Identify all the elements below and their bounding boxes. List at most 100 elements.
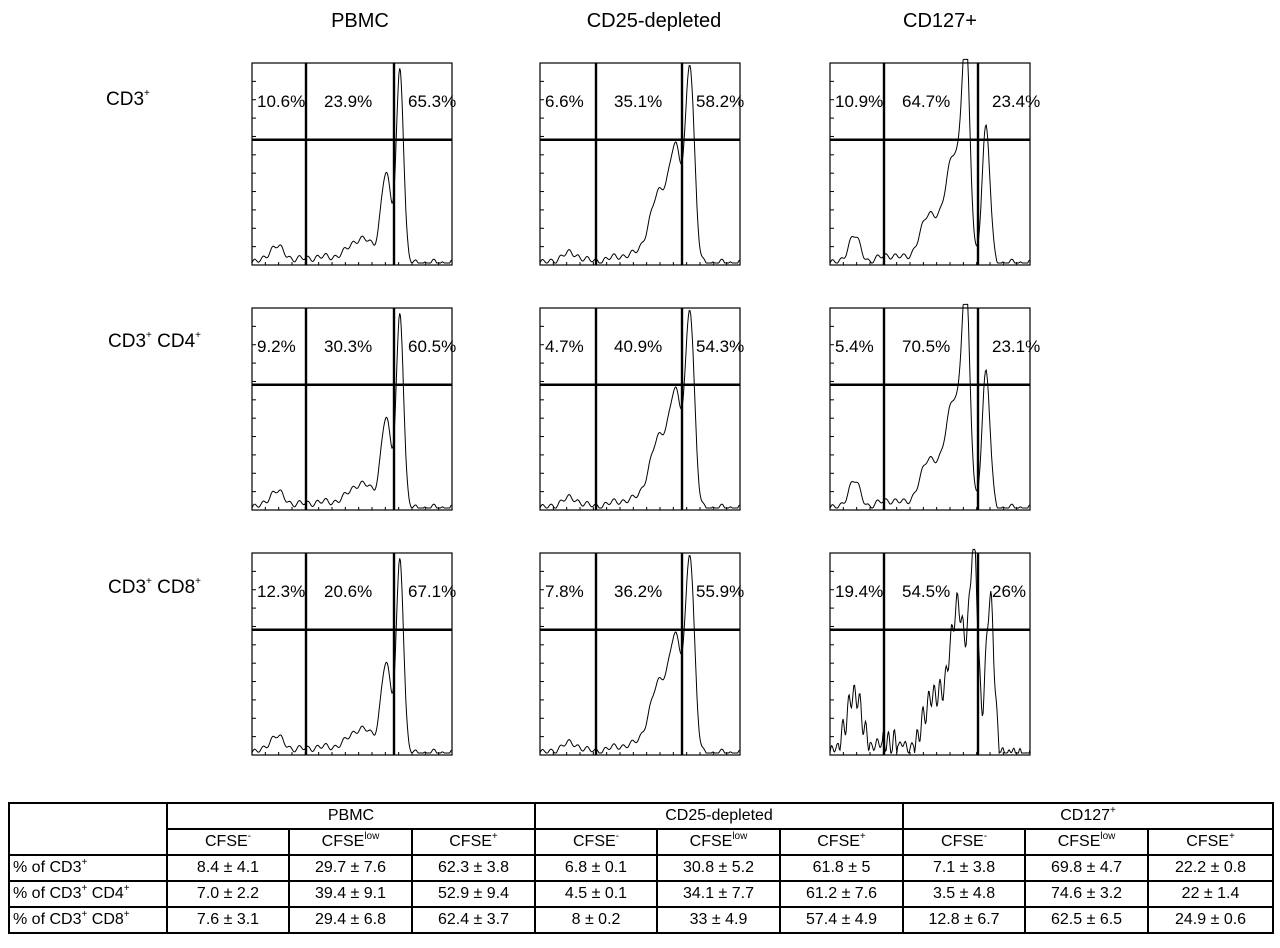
panel-frame xyxy=(251,307,453,511)
gate-percentage-label: 23.1% xyxy=(992,337,1040,356)
table-corner-cell xyxy=(8,802,168,856)
column-title-pbmc: PBMC xyxy=(331,10,389,32)
table-row: % of CD3+ CD8+ 7.6 ± 3.1 29.4 ± 6.8 62.4… xyxy=(8,906,1275,934)
table-subheader: CFSE- xyxy=(166,828,290,856)
table-subheader: CFSE- xyxy=(534,828,658,856)
gate-percentage-label: 58.2% xyxy=(696,92,744,111)
table-row: % of CD3+ 8.4 ± 4.1 29.7 ± 7.6 62.3 ± 3.… xyxy=(8,854,1275,882)
table-cell: 8.4 ± 4.1 xyxy=(166,854,290,882)
table-row-header: % of CD3+ CD8+ xyxy=(8,906,168,934)
gate-percentage-label: 70.5% xyxy=(902,337,950,356)
table-cell: 22 ± 1.4 xyxy=(1147,880,1275,908)
row-label-second: CD8 xyxy=(151,577,196,598)
panel-frame xyxy=(829,62,1031,266)
table-cell: 8 ± 0.2 xyxy=(534,906,658,934)
table-cell: 61.8 ± 5 xyxy=(778,854,905,882)
histogram-panel: 10.9% 64.7% 23.4% xyxy=(829,58,1040,266)
histogram-panel: 5.4% 70.5% 23.1% xyxy=(829,303,1040,511)
table-cell: 24.9 ± 0.6 xyxy=(1147,906,1275,934)
column-title-cd25-depleted: CD25-depleted xyxy=(586,10,722,32)
histogram-curve xyxy=(829,548,1031,755)
gate-percentage-label: 7.8% xyxy=(545,582,584,601)
histogram-panel: 9.2% 30.3% 60.5% xyxy=(251,307,456,511)
table-cell: 7.1 ± 3.8 xyxy=(902,854,1027,882)
gate-percentage-label: 54.3% xyxy=(696,337,744,356)
gate-percentage-label: 9.2% xyxy=(257,337,296,356)
table-cell: 52.9 ± 9.4 xyxy=(411,880,536,908)
panel-frame xyxy=(539,307,741,511)
table-group-header: CD127+ xyxy=(902,802,1275,830)
gate-percentage-label: 4.7% xyxy=(545,337,584,356)
table-subheader: CFSE+ xyxy=(778,828,905,856)
gate-percentage-label: 67.1% xyxy=(408,582,456,601)
row-label-base: CD3 xyxy=(108,577,147,598)
table-cell: 7.6 ± 3.1 xyxy=(166,906,290,934)
row-label-cd3-cd8: CD3+ CD8+ xyxy=(108,576,201,599)
table-cell: 33 ± 4.9 xyxy=(656,906,781,934)
table-subheader: CFSElow xyxy=(288,828,413,856)
gate-percentage-label: 23.4% xyxy=(992,92,1040,111)
table-row-header: % of CD3+ xyxy=(8,854,168,882)
table-cell: 62.3 ± 3.8 xyxy=(411,854,536,882)
gate-percentage-label: 60.5% xyxy=(408,337,456,356)
histogram-curve xyxy=(539,310,741,509)
table-cell: 62.5 ± 6.5 xyxy=(1024,906,1150,934)
table-row: % of CD3+ CD4+ 7.0 ± 2.2 39.4 ± 9.1 52.9… xyxy=(8,880,1275,908)
row-label-second: CD4 xyxy=(151,331,196,352)
summary-table: PBMC CD25-depleted CD127+ CFSE- CFSElow … xyxy=(8,802,1275,934)
row-label-base: CD3 xyxy=(106,89,145,110)
table-cell: 22.2 ± 0.8 xyxy=(1147,854,1275,882)
gate-percentage-label: 6.6% xyxy=(545,92,584,111)
panel-frame xyxy=(251,62,453,266)
gate-percentage-label: 12.3% xyxy=(257,582,305,601)
table-cell: 12.8 ± 6.7 xyxy=(902,906,1027,934)
table-cell: 7.0 ± 2.2 xyxy=(166,880,290,908)
gate-percentage-label: 10.9% xyxy=(835,92,883,111)
row-label-sup: + xyxy=(144,88,150,99)
gate-percentage-label: 10.6% xyxy=(257,92,305,111)
table-cell: 39.4 ± 9.1 xyxy=(288,880,413,908)
gate-percentage-label: 54.5% xyxy=(902,582,950,601)
table-subheader-row: CFSE- CFSElow CFSE+ CFSE- CFSElow CFSE+ … xyxy=(9,828,1275,856)
histogram-panel: 19.4% 54.5% 26% xyxy=(829,548,1031,756)
row-label-cd3-cd4: CD3+ CD4+ xyxy=(108,330,201,353)
table-subheader: CFSE- xyxy=(902,828,1027,856)
table-cell: 69.8 ± 4.7 xyxy=(1024,854,1150,882)
histogram-panel: 6.6% 35.1% 58.2% xyxy=(539,62,744,266)
panel-frame xyxy=(829,307,1031,511)
histogram-curve xyxy=(251,558,453,754)
table-cell: 74.6 ± 3.2 xyxy=(1024,880,1150,908)
histogram-panel: 4.7% 40.9% 54.3% xyxy=(539,307,744,511)
histogram-panel: 10.6% 23.9% 65.3% xyxy=(251,62,456,266)
table-cell: 3.5 ± 4.8 xyxy=(902,880,1027,908)
table-cell: 34.1 ± 7.7 xyxy=(656,880,781,908)
histogram-curve xyxy=(539,65,741,264)
table-subheader: CFSE+ xyxy=(1147,828,1275,856)
gate-percentage-label: 35.1% xyxy=(614,92,662,111)
histogram-panel: 7.8% 36.2% 55.9% xyxy=(539,552,744,756)
table-subheader: CFSElow xyxy=(656,828,781,856)
gate-percentage-label: 36.2% xyxy=(614,582,662,601)
gate-percentage-label: 64.7% xyxy=(902,92,950,111)
row-label-sup: + xyxy=(146,330,152,341)
table-cell: 30.8 ± 5.2 xyxy=(656,854,781,882)
histogram-curve xyxy=(539,555,741,754)
table-group-header: CD25-depleted xyxy=(533,802,905,830)
gate-percentage-label: 65.3% xyxy=(408,92,456,111)
panel-frame xyxy=(539,62,741,266)
histogram-panel: 12.3% 20.6% 67.1% xyxy=(251,552,456,756)
table-subheader: CFSE+ xyxy=(411,828,536,856)
gate-percentage-label: 30.3% xyxy=(324,337,372,356)
table-cell: 29.4 ± 6.8 xyxy=(288,906,413,934)
gate-percentage-label: 23.9% xyxy=(324,92,372,111)
table-row-header: % of CD3+ CD4+ xyxy=(8,880,168,908)
table-cell: 57.4 ± 4.9 xyxy=(778,906,905,934)
gate-percentage-label: 20.6% xyxy=(324,582,372,601)
gate-percentage-label: 19.4% xyxy=(835,582,883,601)
table-cell: 29.7 ± 7.6 xyxy=(288,854,413,882)
row-label-second-sup: + xyxy=(195,330,201,341)
panel-frame xyxy=(829,552,1031,756)
gate-percentage-label: 40.9% xyxy=(614,337,662,356)
histogram-curve xyxy=(251,68,453,264)
table-cell: 6.8 ± 0.1 xyxy=(534,854,658,882)
